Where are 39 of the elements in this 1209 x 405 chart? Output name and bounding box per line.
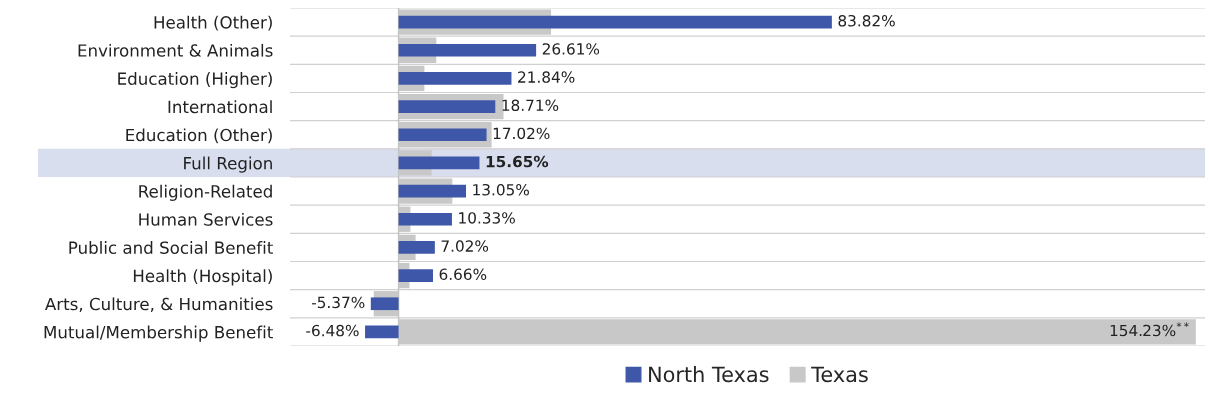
y-tick-label: Health (Other) xyxy=(154,15,272,31)
y-tick-label: Education (Higher) xyxy=(118,72,272,89)
bar xyxy=(398,156,480,170)
data-label: 154.23%$^{**}$ xyxy=(1110,322,1189,337)
y-tick-label: Full Region xyxy=(184,156,272,173)
y-tick-label: International xyxy=(168,100,272,114)
legend-label: Texas xyxy=(811,366,868,383)
data-label: -5.37% xyxy=(311,296,365,309)
bar xyxy=(398,184,467,198)
bar xyxy=(398,212,452,226)
legend-label: North Texas xyxy=(649,366,769,383)
bar xyxy=(398,72,512,85)
y-tick-label: Health (Hospital) xyxy=(133,269,272,286)
data-label: 18.71% xyxy=(502,99,559,112)
y-tick-label: Environment & Animals xyxy=(78,43,273,57)
data-label: 10.33% xyxy=(459,212,515,224)
data-label: 13.05% xyxy=(473,183,529,196)
y-tick-label: Human Services xyxy=(139,212,273,226)
data-label: 26.61% xyxy=(542,43,600,55)
y-tick-label: Arts, Culture, & Humanities xyxy=(45,297,273,313)
y-tick-label: Religion-Related xyxy=(139,184,272,201)
y-tick-label: Education (Other) xyxy=(126,128,272,144)
data-label: 83.82% xyxy=(838,14,895,27)
bar xyxy=(398,241,435,254)
bar xyxy=(370,297,399,311)
bar xyxy=(398,43,537,57)
bar xyxy=(365,325,399,339)
y-tick-label: Public and Social Benefit xyxy=(69,241,273,254)
bar xyxy=(398,15,832,29)
data-label: 21.84% xyxy=(518,71,575,83)
data-label: 15.65% xyxy=(486,155,549,168)
data-label: 7.02% xyxy=(441,240,489,252)
data-label: 6.66% xyxy=(439,268,487,281)
y-tick-label: Mutual/Membership Benefit xyxy=(44,325,273,342)
bar xyxy=(398,269,433,282)
data-label: -6.48% xyxy=(306,324,359,337)
data-label: 17.02% xyxy=(493,127,550,140)
bar xyxy=(398,100,496,113)
bar xyxy=(398,128,487,142)
